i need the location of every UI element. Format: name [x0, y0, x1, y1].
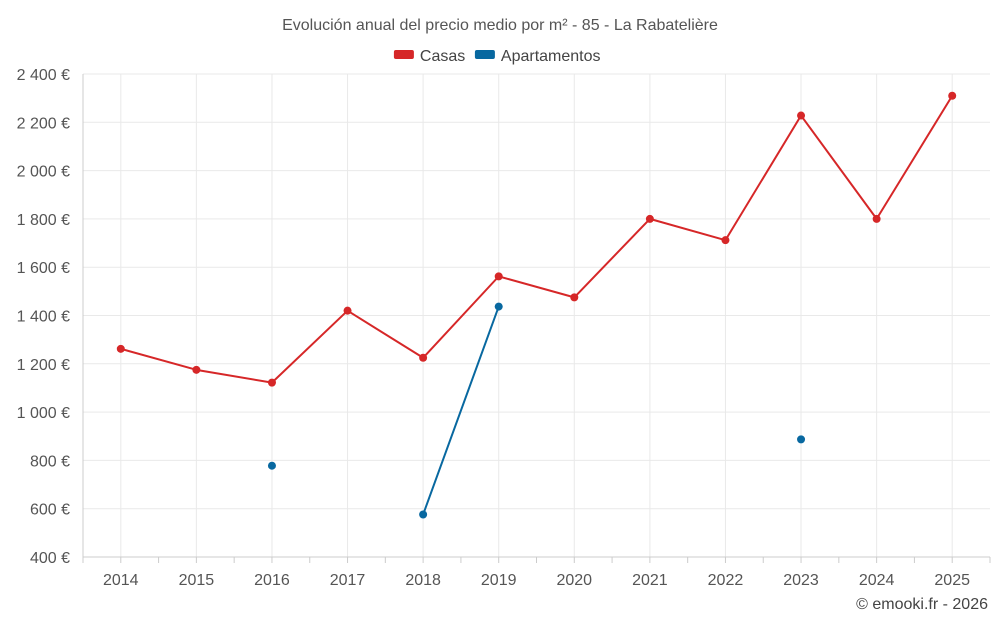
- legend-label-apartamentos: Apartamentos: [501, 48, 601, 65]
- y-tick-label: 2 000 €: [17, 164, 70, 181]
- series-line-segment-casas: [875, 94, 954, 220]
- x-tick-label: 2014: [103, 572, 139, 589]
- legend[interactable]: Casas Apartamentos: [393, 48, 601, 65]
- x-tick-label: 2021: [632, 572, 668, 589]
- data-point-casas[interactable]: [948, 91, 957, 100]
- series-line-segment-casas: [270, 309, 349, 384]
- data-point-casas[interactable]: [570, 293, 579, 302]
- x-tick-label: 2016: [254, 572, 290, 589]
- data-point-casas[interactable]: [192, 365, 201, 374]
- data-point-casas[interactable]: [343, 306, 352, 315]
- y-tick-label: 400 €: [30, 550, 70, 567]
- data-point-casas[interactable]: [494, 272, 503, 281]
- series-line-segment-casas: [573, 217, 651, 299]
- legend-swatch-casas: [393, 50, 414, 59]
- x-tick-label: 2024: [859, 572, 895, 589]
- x-tick-label: 2017: [330, 572, 366, 589]
- series-line-segment-casas: [800, 114, 878, 220]
- y-tick-label: 2 200 €: [17, 115, 70, 132]
- grid: [83, 73, 990, 558]
- series-group: [116, 91, 957, 519]
- y-tick-label: 800 €: [30, 453, 70, 470]
- x-tick-label: 2019: [481, 572, 517, 589]
- series-line-segment-apartamentos: [422, 305, 500, 516]
- legend-label-casas: Casas: [420, 48, 465, 65]
- x-tick-label: 2020: [556, 572, 592, 589]
- series-line-segment-casas: [119, 347, 198, 371]
- credit-text: © emooki.fr - 2026: [856, 596, 988, 613]
- series-casas: [116, 91, 957, 387]
- data-point-casas[interactable]: [797, 111, 806, 120]
- x-tick-label: 2025: [934, 572, 970, 589]
- data-point-apartamentos[interactable]: [267, 461, 276, 470]
- y-tick-label: 1 600 €: [17, 260, 70, 277]
- y-tick-label: 1 000 €: [17, 405, 70, 422]
- y-tick-label: 600 €: [30, 502, 70, 519]
- series-line-segment-casas: [422, 275, 500, 359]
- data-point-casas[interactable]: [116, 344, 125, 353]
- data-point-casas[interactable]: [645, 214, 654, 223]
- data-point-apartamentos[interactable]: [494, 302, 503, 311]
- data-point-apartamentos[interactable]: [797, 435, 806, 444]
- y-tick-label: 1 400 €: [17, 309, 70, 326]
- x-tick-label: 2015: [179, 572, 215, 589]
- y-tick-label: 1 800 €: [17, 212, 70, 229]
- legend-item-apartamentos[interactable]: Apartamentos: [474, 48, 601, 65]
- series-apartamentos: [267, 302, 806, 519]
- data-point-casas[interactable]: [721, 236, 730, 245]
- y-tick-label: 1 200 €: [17, 357, 70, 374]
- legend-swatch-apartamentos: [474, 50, 495, 59]
- series-line-segment-casas: [195, 368, 273, 384]
- legend-item-casas[interactable]: Casas: [393, 48, 465, 65]
- series-line-segment-casas: [648, 217, 727, 242]
- data-point-apartamentos[interactable]: [419, 510, 428, 519]
- series-line-segment-casas: [724, 114, 803, 242]
- y-tick-label: 2 400 €: [17, 67, 70, 84]
- x-tick-label: 2022: [708, 572, 744, 589]
- series-line-segment-casas: [497, 275, 576, 299]
- data-point-casas[interactable]: [872, 214, 881, 223]
- chart-title: Evolución anual del precio medio por m² …: [282, 17, 718, 34]
- data-point-casas[interactable]: [267, 378, 276, 387]
- data-point-casas[interactable]: [419, 353, 428, 362]
- series-line-segment-casas: [346, 309, 425, 359]
- x-tick-label: 2023: [783, 572, 819, 589]
- x-tick-label: 2018: [405, 572, 441, 589]
- axes: 400 € 600 € 800 € 1 000 € 1 200 € 1 400 € 1 60…: [17, 67, 991, 589]
